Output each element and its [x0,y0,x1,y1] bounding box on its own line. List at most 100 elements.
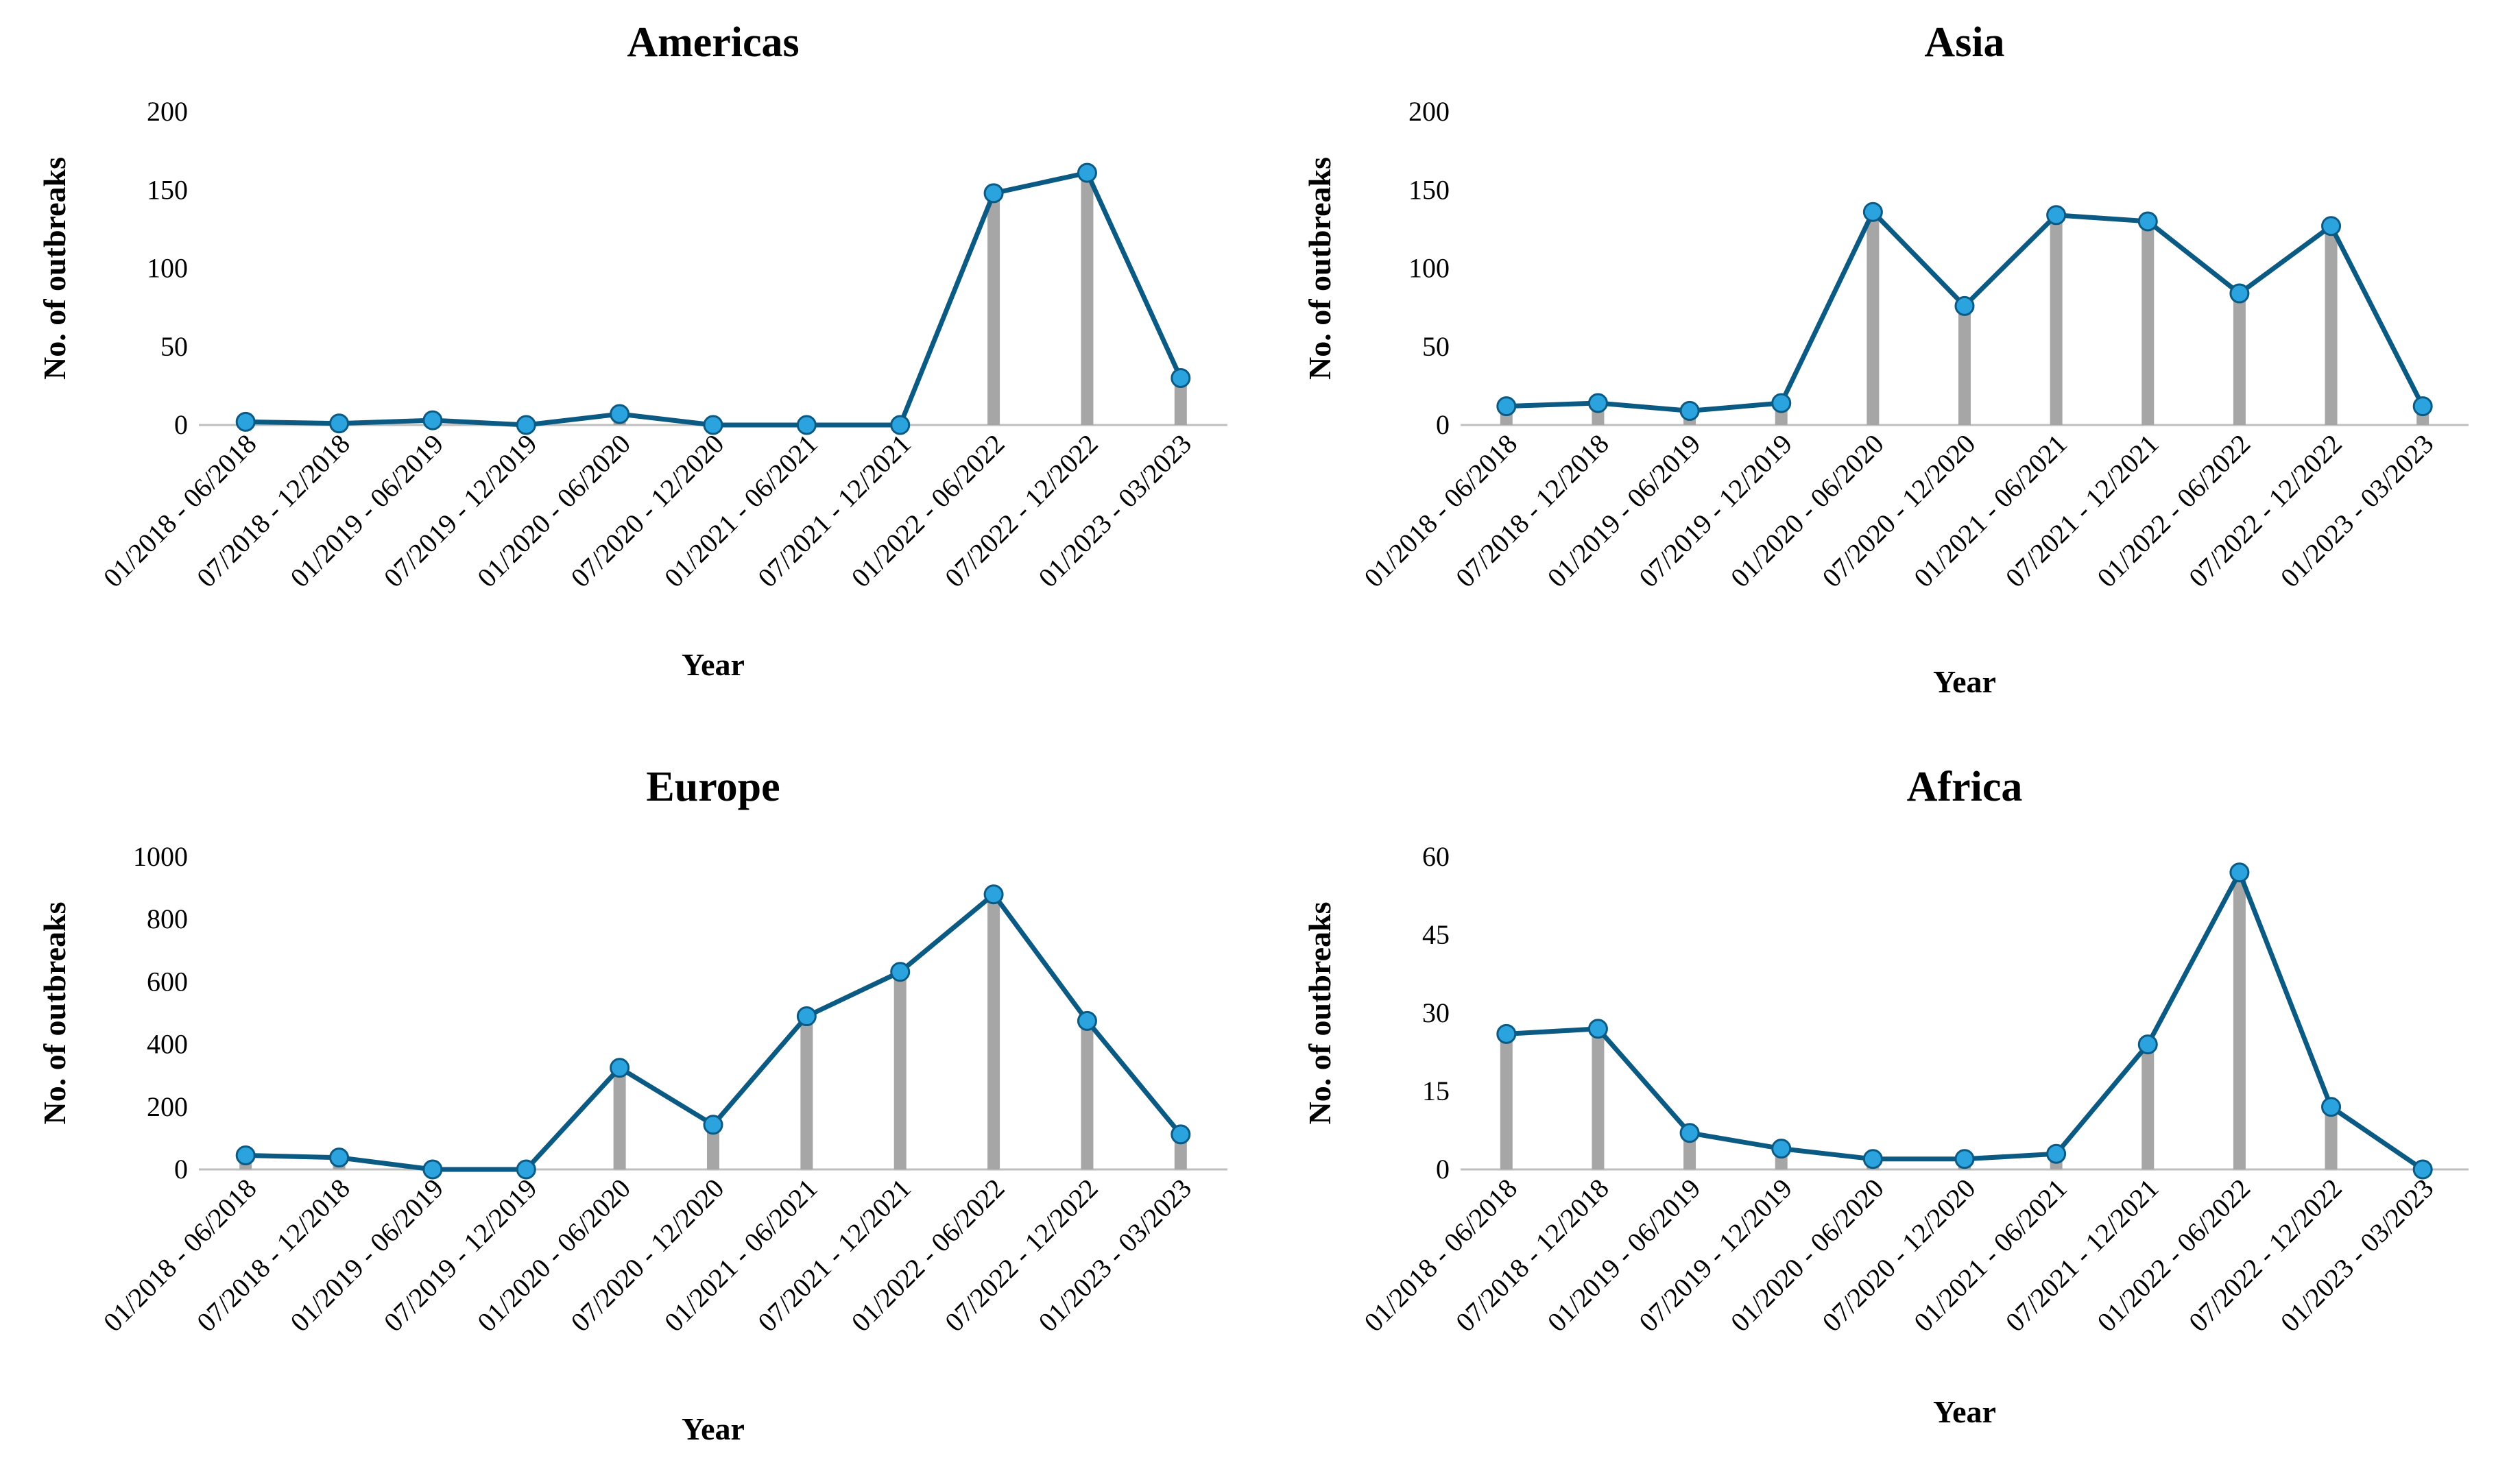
x-tick-label: 07/2022 - 12/2022 [2183,428,2348,594]
y-axis-title: No. of outbreaks [37,157,72,380]
y-tick-label: 50 [160,331,188,362]
x-axis-title: Year [1933,664,1996,699]
x-tick-label: 07/2018 - 12/2018 [1450,428,1615,594]
x-tick-label: 01/2022 - 06/2022 [2091,428,2256,594]
y-axis-title: No. of outbreaks [1302,901,1337,1124]
y-tick-label: 200 [1408,96,1450,127]
x-tick-label: 01/2019 - 06/2019 [1541,1173,1707,1338]
x-axis-title: Year [682,647,745,682]
y-tick-label: 800 [147,903,188,934]
data-point [610,404,630,424]
data-point [1862,1149,1883,1169]
data-point [2321,1097,2342,1117]
data-point [1771,1139,1792,1159]
y-tick-label: 1000 [133,841,188,872]
chart-title: Americas [627,19,799,66]
data-point [1954,295,1975,316]
chart-title: Europe [646,764,780,810]
data-point [1496,396,1517,417]
x-tick-label: 07/2022 - 12/2022 [2183,1173,2348,1338]
data-point [235,1145,256,1165]
x-tick-label: 01/2018 - 06/2018 [97,1173,263,1338]
y-tick-label: 0 [174,1154,188,1185]
chart-panel-europe: Europe No. of outbreaks Year 0 200 400 600 800 1… [37,764,1227,1446]
chart-panel-americas: Americas No. of outbreaks Year 0 50 100 150 200… [37,19,1227,682]
y-tick-label: 200 [147,96,188,127]
data-point [516,415,536,435]
data-point [2229,862,2250,883]
data-point [2412,1159,2433,1180]
x-tick-label: 01/2020 - 06/2020 [1725,428,1890,594]
y-tick-label: 200 [147,1091,188,1122]
data-point [329,1148,350,1168]
x-tick-label: 01/2018 - 06/2018 [1358,428,1523,594]
y-tick-label: 0 [1436,1154,1450,1185]
x-tick-label: 07/2020 - 12/2020 [1816,1173,1982,1338]
data-point [235,411,256,432]
data-point [1771,393,1792,413]
x-tick-label: 07/2020 - 12/2020 [1816,428,1982,594]
data-point [2046,1143,2067,1164]
x-tick-label: 01/2023 - 03/2023 [2275,428,2440,594]
data-point [703,1115,723,1135]
data-point [983,884,1004,905]
x-tick-label: 01/2021 - 06/2021 [1908,1173,2073,1338]
x-tick-label: 01/2020 - 06/2020 [1725,1173,1890,1338]
data-point [983,183,1004,204]
data-point [2321,216,2342,236]
series-line [245,170,1183,428]
x-tick-label: 01/2023 - 03/2023 [2275,1173,2440,1338]
y-tick-label: 150 [1408,174,1450,205]
data-point [1587,1019,1608,1039]
data-point [1171,1124,1191,1145]
data-point [1496,1023,1517,1044]
y-tick-label: 150 [147,174,188,205]
data-point [1679,400,1700,421]
x-tick-label: 07/2019 - 12/2019 [1633,428,1798,594]
chart-title: Africa [1907,764,2023,810]
series-line [1506,870,2425,1171]
x-tick-label: 01/2019 - 06/2019 [1541,428,1707,594]
data-point [610,1058,630,1078]
data-point [796,415,817,435]
chart-panel-africa: Africa No. of outbreaks Year 0 15 30 45 60 01/20… [1302,764,2469,1429]
x-tick-label: 07/2018 - 12/2018 [1450,1173,1615,1338]
y-axis-title: No. of outbreaks [37,901,72,1124]
data-point [1679,1123,1700,1143]
y-tick-label: 45 [1422,919,1450,950]
y-tick-label: 0 [174,409,188,440]
data-point [2137,211,2158,232]
y-tick-label: 400 [147,1029,188,1060]
data-point [890,415,911,435]
x-tick-label: 01/2018 - 06/2018 [97,428,263,594]
y-tick-label: 600 [147,966,188,997]
y-tick-label: 60 [1422,841,1450,872]
data-point [1954,1149,1975,1169]
chart-title: Asia [1924,19,2004,66]
y-tick-label: 50 [1422,331,1450,362]
data-point [703,415,723,435]
data-point [1587,393,1608,413]
chart-panel-asia: Asia No. of outbreaks Year 0 50 100 150 200 01/2… [1302,19,2469,699]
data-point [796,1006,817,1027]
x-axis-title: Year [1933,1394,1996,1429]
x-tick-label: 01/2022 - 06/2022 [2091,1173,2256,1338]
data-point [516,1159,536,1180]
data-point [1862,202,1883,222]
x-tick-label: 01/2018 - 06/2018 [1358,1173,1523,1338]
data-point [2046,205,2067,226]
x-tick-label: 07/2019 - 12/2019 [1633,1173,1798,1338]
y-tick-label: 100 [147,253,188,284]
data-point [2412,396,2433,417]
data-point [422,1159,443,1180]
y-tick-label: 15 [1422,1076,1450,1106]
data-point [1077,1010,1097,1031]
x-tick-label: 07/2021 - 12/2021 [2000,1173,2165,1338]
data-point [2229,283,2250,304]
data-point [1077,162,1097,183]
y-tick-label: 100 [1408,253,1450,284]
x-tick-label: 07/2021 - 12/2021 [2000,428,2165,594]
y-tick-label: 0 [1436,409,1450,440]
y-axis-title: No. of outbreaks [1302,157,1337,380]
